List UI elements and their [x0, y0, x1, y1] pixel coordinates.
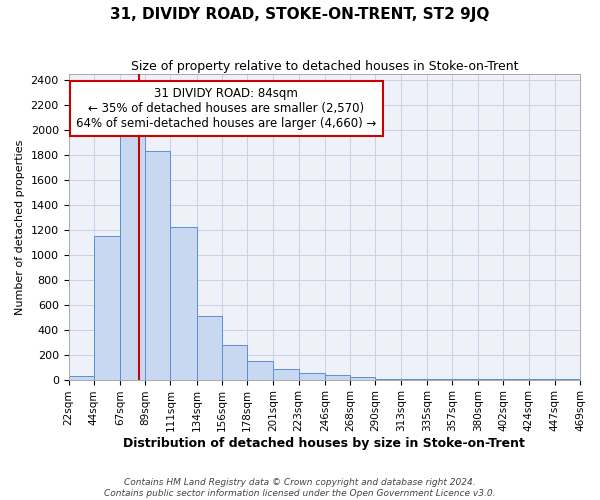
- Text: 31, DIVIDY ROAD, STOKE-ON-TRENT, ST2 9JQ: 31, DIVIDY ROAD, STOKE-ON-TRENT, ST2 9JQ: [110, 8, 490, 22]
- Bar: [222, 346, 247, 380]
- Bar: [401, 379, 427, 380]
- Bar: [145, 152, 170, 380]
- Bar: [274, 369, 299, 380]
- Bar: [247, 361, 274, 380]
- Text: Contains HM Land Registry data © Crown copyright and database right 2024.
Contai: Contains HM Land Registry data © Crown c…: [104, 478, 496, 498]
- Bar: [94, 236, 120, 380]
- Text: 31 DIVIDY ROAD: 84sqm
← 35% of detached houses are smaller (2,570)
64% of semi-d: 31 DIVIDY ROAD: 84sqm ← 35% of detached …: [76, 86, 377, 130]
- Bar: [68, 376, 94, 380]
- Bar: [170, 227, 197, 380]
- X-axis label: Distribution of detached houses by size in Stoke-on-Trent: Distribution of detached houses by size …: [124, 437, 525, 450]
- Y-axis label: Number of detached properties: Number of detached properties: [15, 139, 25, 314]
- Bar: [375, 378, 401, 380]
- Bar: [325, 374, 350, 380]
- Bar: [197, 316, 222, 380]
- Bar: [350, 378, 375, 380]
- Bar: [120, 136, 145, 380]
- Bar: [299, 374, 325, 380]
- Title: Size of property relative to detached houses in Stoke-on-Trent: Size of property relative to detached ho…: [131, 60, 518, 73]
